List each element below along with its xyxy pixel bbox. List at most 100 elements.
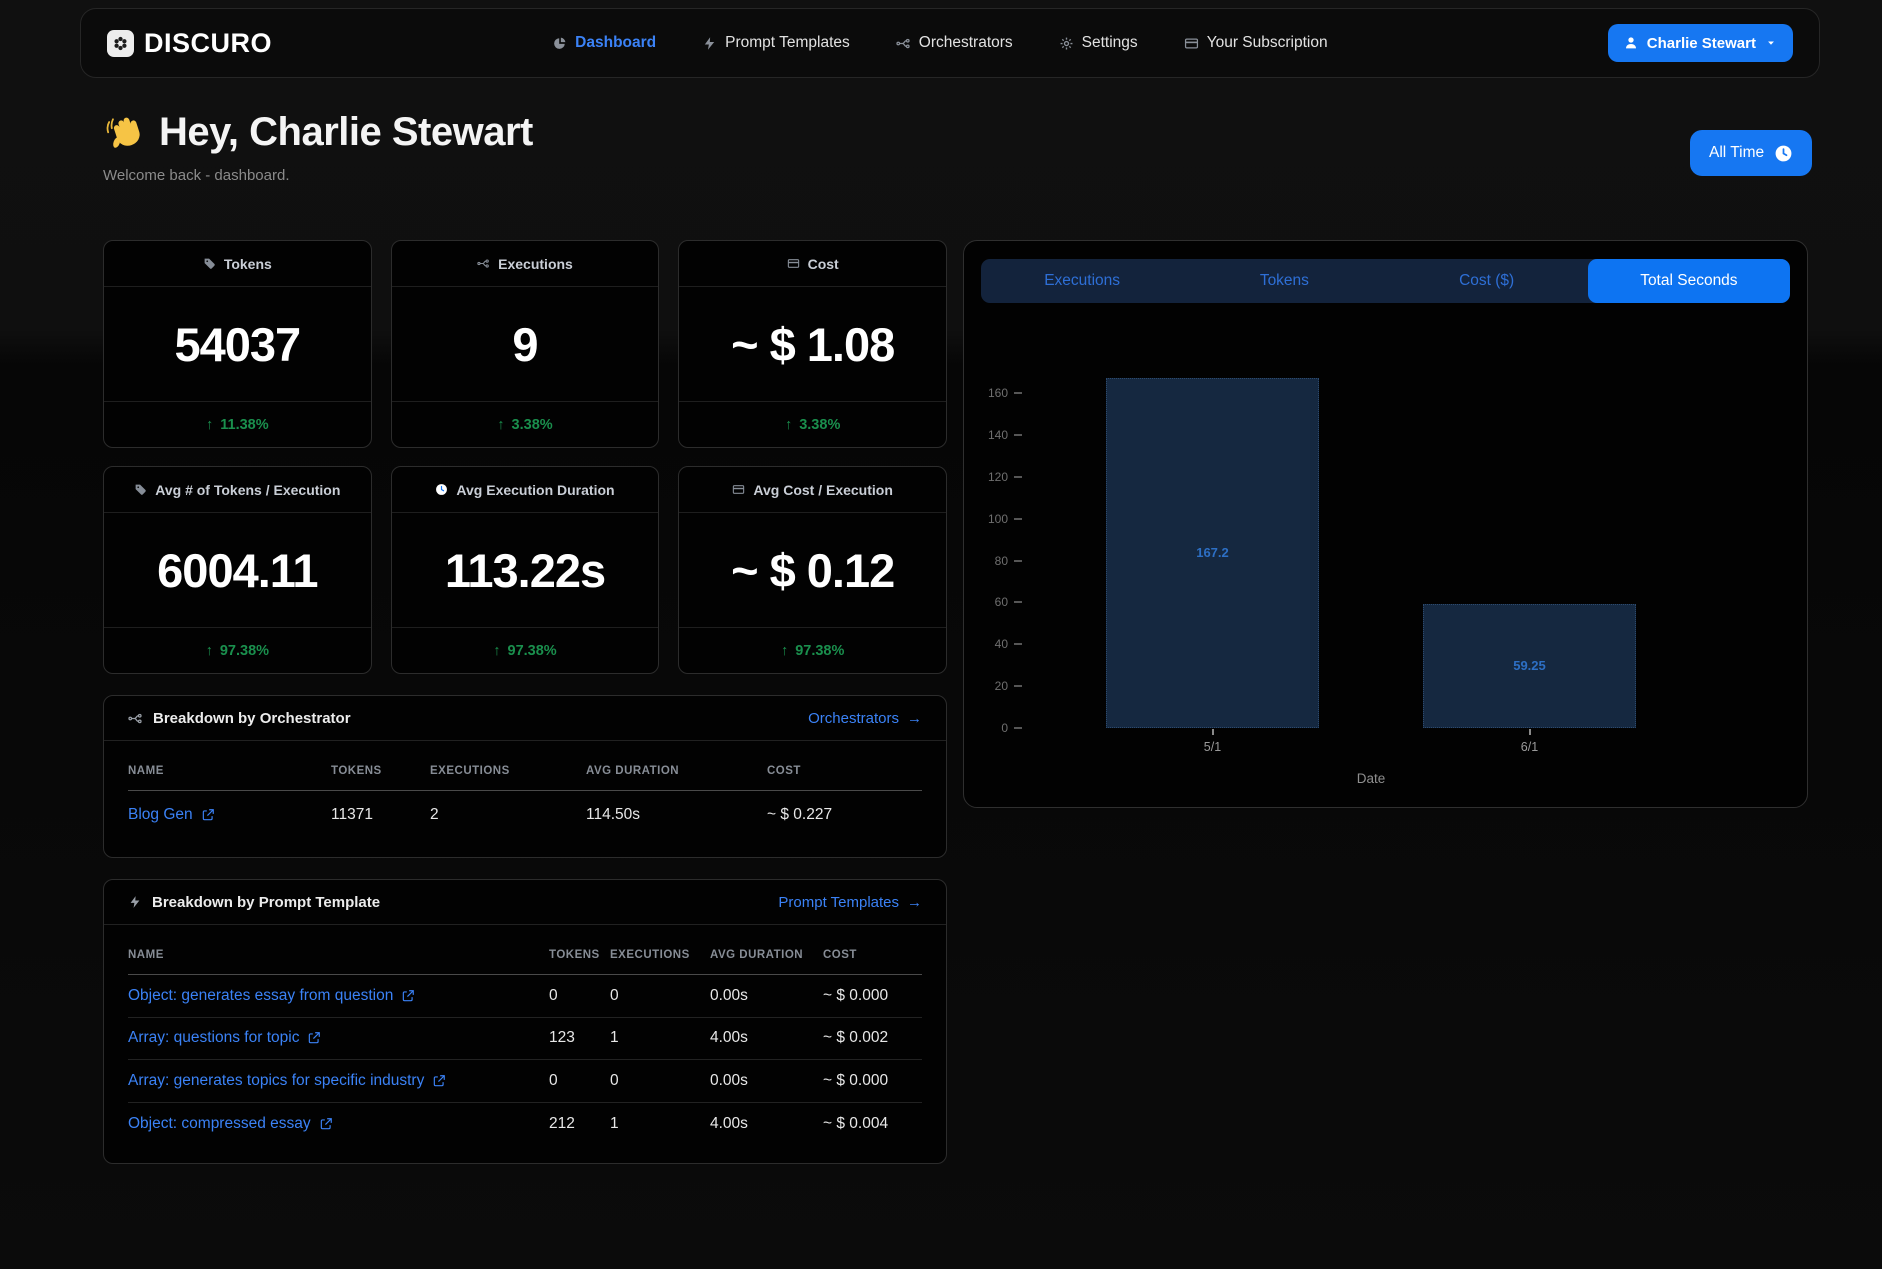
column-header: NAME [128, 765, 164, 777]
stat-delta: ↑ 97.38% [391, 627, 659, 673]
y-axis-tick-label: 120 [987, 469, 1008, 484]
tag-icon [203, 257, 216, 270]
tab-label: Cost ($) [1459, 272, 1515, 289]
y-axis-tick-label: 20 [994, 679, 1008, 694]
column-header: TOKENS [549, 949, 600, 961]
stat-card-header: Avg # of Tokens / Execution [104, 467, 371, 513]
row-name: Array: questions for topic [128, 1029, 300, 1047]
external-link-icon [432, 1074, 446, 1088]
stat-card-header: Avg Cost / Execution [679, 467, 946, 513]
nav-item-label: Prompt Templates [725, 34, 850, 51]
arrow-right-icon: → [907, 893, 922, 911]
stat-card-avg-cost-execution: Avg Cost / Execution ~ $ 0.12 ↑ 97.38% [678, 466, 947, 674]
caret-down-icon [1764, 36, 1778, 50]
stat-label: Executions [498, 255, 573, 272]
time-range-button[interactable]: All Time [1690, 130, 1813, 176]
column-header: AVG DURATION [710, 949, 804, 961]
external-link-icon [307, 1031, 321, 1045]
y-axis-tick-mark [1014, 475, 1022, 478]
row-tokens: 212 [549, 1114, 575, 1132]
y-axis-tick-label: 140 [987, 427, 1008, 442]
stat-delta-value: 11.38% [220, 416, 269, 433]
stat-card-avg-execution-duration: Avg Execution Duration 113.22s ↑ 97.38% [390, 466, 660, 674]
stat-card-tokens: Tokens 54037 ↑ 11.38% [103, 240, 372, 448]
stat-card-header: Cost [679, 241, 946, 287]
table-rule [128, 790, 922, 791]
stat-label: Avg Execution Duration [456, 481, 615, 498]
column-header: EXECUTIONS [610, 949, 690, 961]
x-axis-tick-mark [1211, 729, 1214, 735]
tab-label: Tokens [1259, 272, 1309, 289]
row-cost: ~ $ 0.004 [823, 1114, 889, 1132]
template-row-link[interactable]: Array: questions for topic [128, 1029, 549, 1047]
up-arrow-icon: ↑ [497, 416, 505, 433]
lightning-icon [702, 36, 717, 51]
external-link-icon [401, 989, 415, 1003]
chart-tab-executions[interactable]: Executions [981, 259, 1183, 303]
credit-card-icon [732, 483, 745, 496]
credit-card-icon [787, 257, 800, 270]
table-rule [128, 974, 922, 975]
row-name: Object: compressed essay [128, 1114, 311, 1132]
greeting-section: Hey, Charlie Stewart Welcome back - dash… [103, 110, 533, 184]
bar-5/1 [1106, 377, 1319, 728]
stat-label: Cost [807, 255, 839, 272]
column-header: EXECUTIONS [430, 765, 510, 777]
table-header-row: NAME TOKENS EXECUTIONS AVG DURATION COST [128, 925, 922, 961]
nav-item-orchestrators[interactable]: Orchestrators [896, 34, 1013, 52]
panel-header: Breakdown by Orchestrator Orchestrators … [104, 696, 946, 741]
nav-item-settings[interactable]: Settings [1059, 34, 1138, 52]
template-breakdown-panel: Breakdown by Prompt Template Prompt Temp… [103, 879, 947, 1164]
panel-title: Breakdown by Prompt Template [152, 893, 381, 911]
template-row-link[interactable]: Array: generates topics for specific ind… [128, 1072, 549, 1090]
link-label: Orchestrators [808, 709, 899, 727]
credit-card-icon [1184, 36, 1199, 51]
row-executions: 2 [430, 806, 439, 823]
row-cost: ~ $ 0.000 [823, 1071, 889, 1089]
stat-card-avg-of-tokens-execution: Avg # of Tokens / Execution 6004.11 ↑ 97.38… [103, 466, 372, 674]
orchestrator-row-link[interactable]: Blog Gen [128, 806, 331, 824]
chart-metric-tabs: Executions Tokens Cost ($) Total Seconds [981, 259, 1790, 303]
column-header: AVG DURATION [586, 765, 680, 777]
chart-tab-cost-[interactable]: Cost ($) [1386, 259, 1588, 303]
row-cost: ~ $ 0.000 [823, 986, 889, 1004]
column-header: COST [767, 765, 801, 777]
prompt-templates-link[interactable]: Prompt Templates → [778, 894, 922, 911]
row-executions: 1 [610, 1114, 619, 1132]
stat-value: ~ $ 0.12 [731, 543, 895, 597]
y-axis-tick-mark [1014, 392, 1022, 394]
nav-item-dashboard[interactable]: Dashboard [552, 34, 656, 52]
left-column: Tokens 54037 ↑ 11.38% Executions 9 ↑ 3.38% Cost ~… [103, 240, 947, 1164]
stat-value: 6004.11 [157, 543, 318, 597]
top-navigation-bar: DISCURO Dashboard Prompt Templates Orchest… [80, 8, 1820, 78]
user-menu-button[interactable]: Charlie Stewart [1607, 24, 1793, 62]
brand-logo[interactable]: DISCURO [107, 28, 272, 59]
row-tokens: 11371 [331, 806, 373, 823]
orchestrators-link[interactable]: Orchestrators → [808, 710, 922, 727]
lightning-icon [128, 895, 142, 909]
waving-hand-icon [103, 111, 147, 155]
stat-label: Avg # of Tokens / Execution [155, 481, 341, 498]
table-row: Object: compressed essay 212 1 4.00s ~ $ 0.0… [128, 1103, 922, 1146]
orchestrator-breakdown-panel: Breakdown by Orchestrator Orchestrators … [103, 695, 947, 858]
row-avg-duration: 4.00s [710, 1029, 748, 1047]
template-row-link[interactable]: Object: generates essay from question [128, 987, 549, 1005]
table-row: Array: generates topics for specific ind… [128, 1060, 922, 1103]
tab-label: Total Seconds [1640, 272, 1738, 289]
chart-tab-total-seconds[interactable]: Total Seconds [1587, 259, 1790, 303]
external-link-icon [201, 808, 215, 822]
table-header-row: NAME TOKENS EXECUTIONS AVG DURATION COST [128, 741, 922, 777]
nav-item-prompt-templates[interactable]: Prompt Templates [702, 34, 850, 52]
nav-item-your-subscription[interactable]: Your Subscription [1184, 34, 1328, 52]
up-arrow-icon: ↑ [205, 642, 213, 659]
chart-tab-tokens[interactable]: Tokens [1183, 259, 1385, 303]
stat-label: Avg Cost / Execution [753, 481, 893, 498]
nav-item-label: Settings [1081, 34, 1138, 51]
template-row-link[interactable]: Object: compressed essay [128, 1115, 549, 1133]
main-nav: Dashboard Prompt Templates Orchestrators Se… [552, 34, 1328, 52]
stat-delta: ↑ 3.38% [391, 401, 659, 447]
stat-delta-value: 97.38% [219, 642, 270, 659]
column-header: COST [823, 949, 857, 961]
person-icon [1623, 35, 1639, 51]
x-axis-tick-label: 5/1 [1203, 740, 1222, 754]
